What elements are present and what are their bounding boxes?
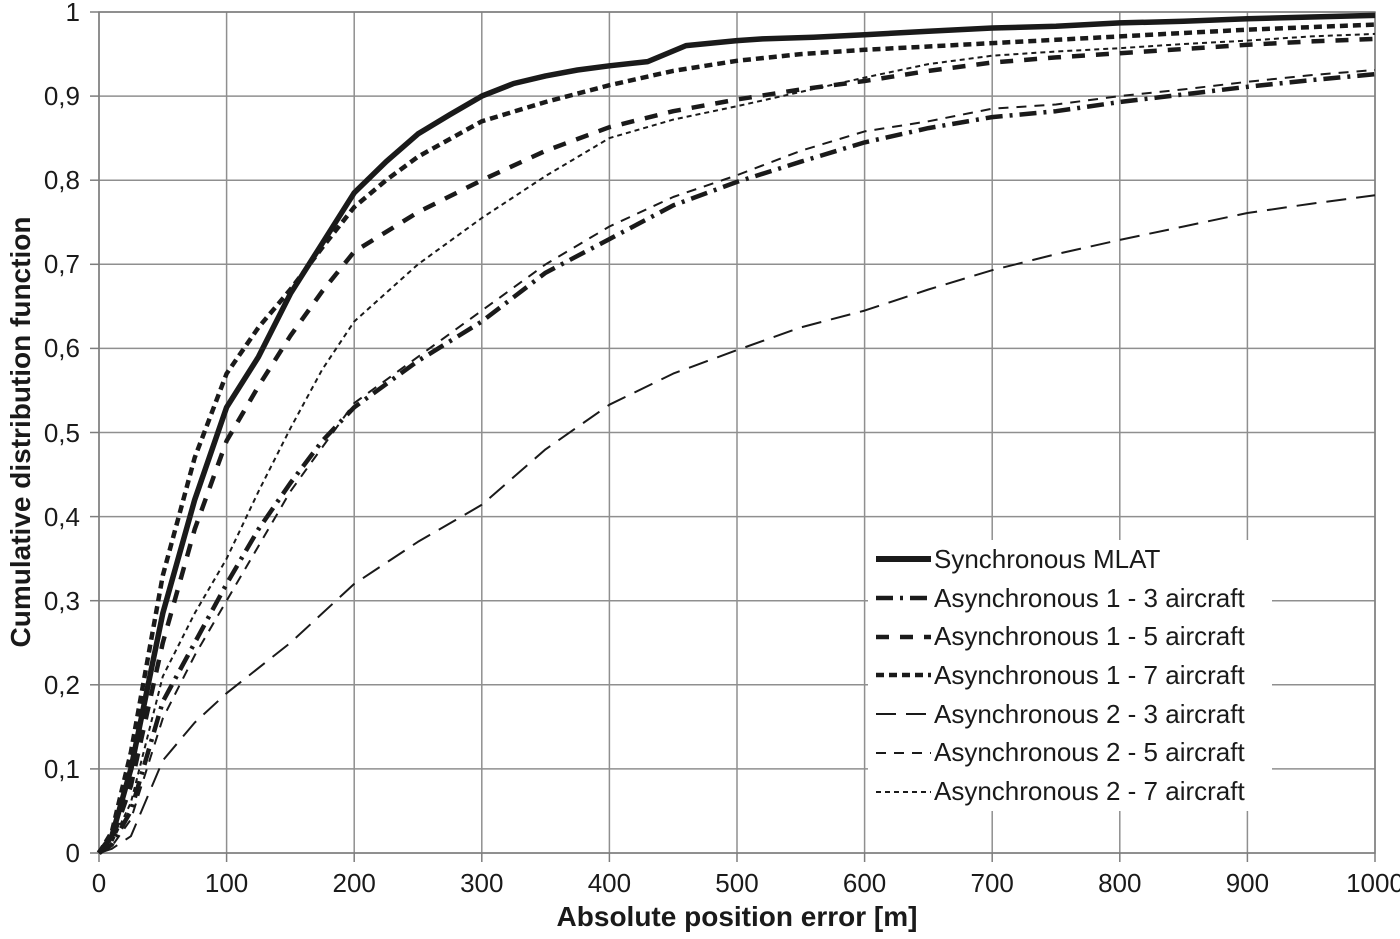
legend-swatch-asynchronous-1-7-aircraft	[876, 673, 931, 678]
legend-swatch-asynchronous-2-5-aircraft	[876, 751, 931, 754]
legend-label: Asynchronous 2 - 5 aircraft	[934, 737, 1245, 768]
legend-swatch-asynchronous-2-3-aircraft	[876, 713, 931, 716]
legend: Synchronous MLAT Asynchronous 1 - 3 aircr…	[868, 540, 1272, 811]
legend-swatch-asynchronous-1-3-aircraft	[876, 595, 931, 601]
legend-label: Asynchronous 1 - 7 aircraft	[934, 659, 1245, 690]
series-line-asynchronous-2-5-aircraft	[98, 69, 1376, 854]
series-line-asynchronous-2-7-aircraft	[98, 32, 1376, 854]
legend-item-asynchronous-1-7-aircraft: Asynchronous 1 - 7 aircraft	[868, 656, 1272, 694]
legend-item-asynchronous-2-3-aircraft: Asynchronous 2 - 3 aircraft	[868, 695, 1272, 733]
legend-item-asynchronous-1-3-aircraft: Asynchronous 1 - 3 aircraft	[868, 579, 1272, 617]
legend-swatch-asynchronous-1-5-aircraft	[876, 634, 931, 639]
legend-swatch-asynchronous-2-7-aircraft	[876, 790, 931, 793]
legend-item-asynchronous-2-5-aircraft: Asynchronous 2 - 5 aircraft	[868, 734, 1272, 772]
legend-label: Asynchronous 2 - 3 aircraft	[934, 698, 1245, 729]
axis-ticks	[90, 11, 1376, 862]
legend-label: Asynchronous 1 - 5 aircraft	[934, 621, 1245, 652]
series-line-asynchronous-1-3-aircraft	[97, 71, 1376, 855]
series-line-asynchronous-2-3-aircraft	[98, 194, 1376, 854]
legend-label: Asynchronous 2 - 7 aircraft	[934, 776, 1245, 807]
legend-item-synchronous-mlat: Synchronous MLAT	[868, 540, 1272, 578]
legend-label: Asynchronous 1 - 3 aircraft	[934, 582, 1245, 613]
legend-item-asynchronous-1-5-aircraft: Asynchronous 1 - 5 aircraft	[868, 618, 1272, 656]
legend-label: Synchronous MLAT	[934, 543, 1161, 574]
series-line-asynchronous-1-5-aircraft	[97, 36, 1376, 855]
series-line-synchronous-mlat	[96, 12, 1376, 855]
legend-swatch-synchronous-mlat	[876, 556, 931, 563]
series-line-asynchronous-1-7-aircraft	[97, 22, 1376, 855]
legend-item-asynchronous-2-7-aircraft: Asynchronous 2 - 7 aircraft	[868, 773, 1272, 811]
